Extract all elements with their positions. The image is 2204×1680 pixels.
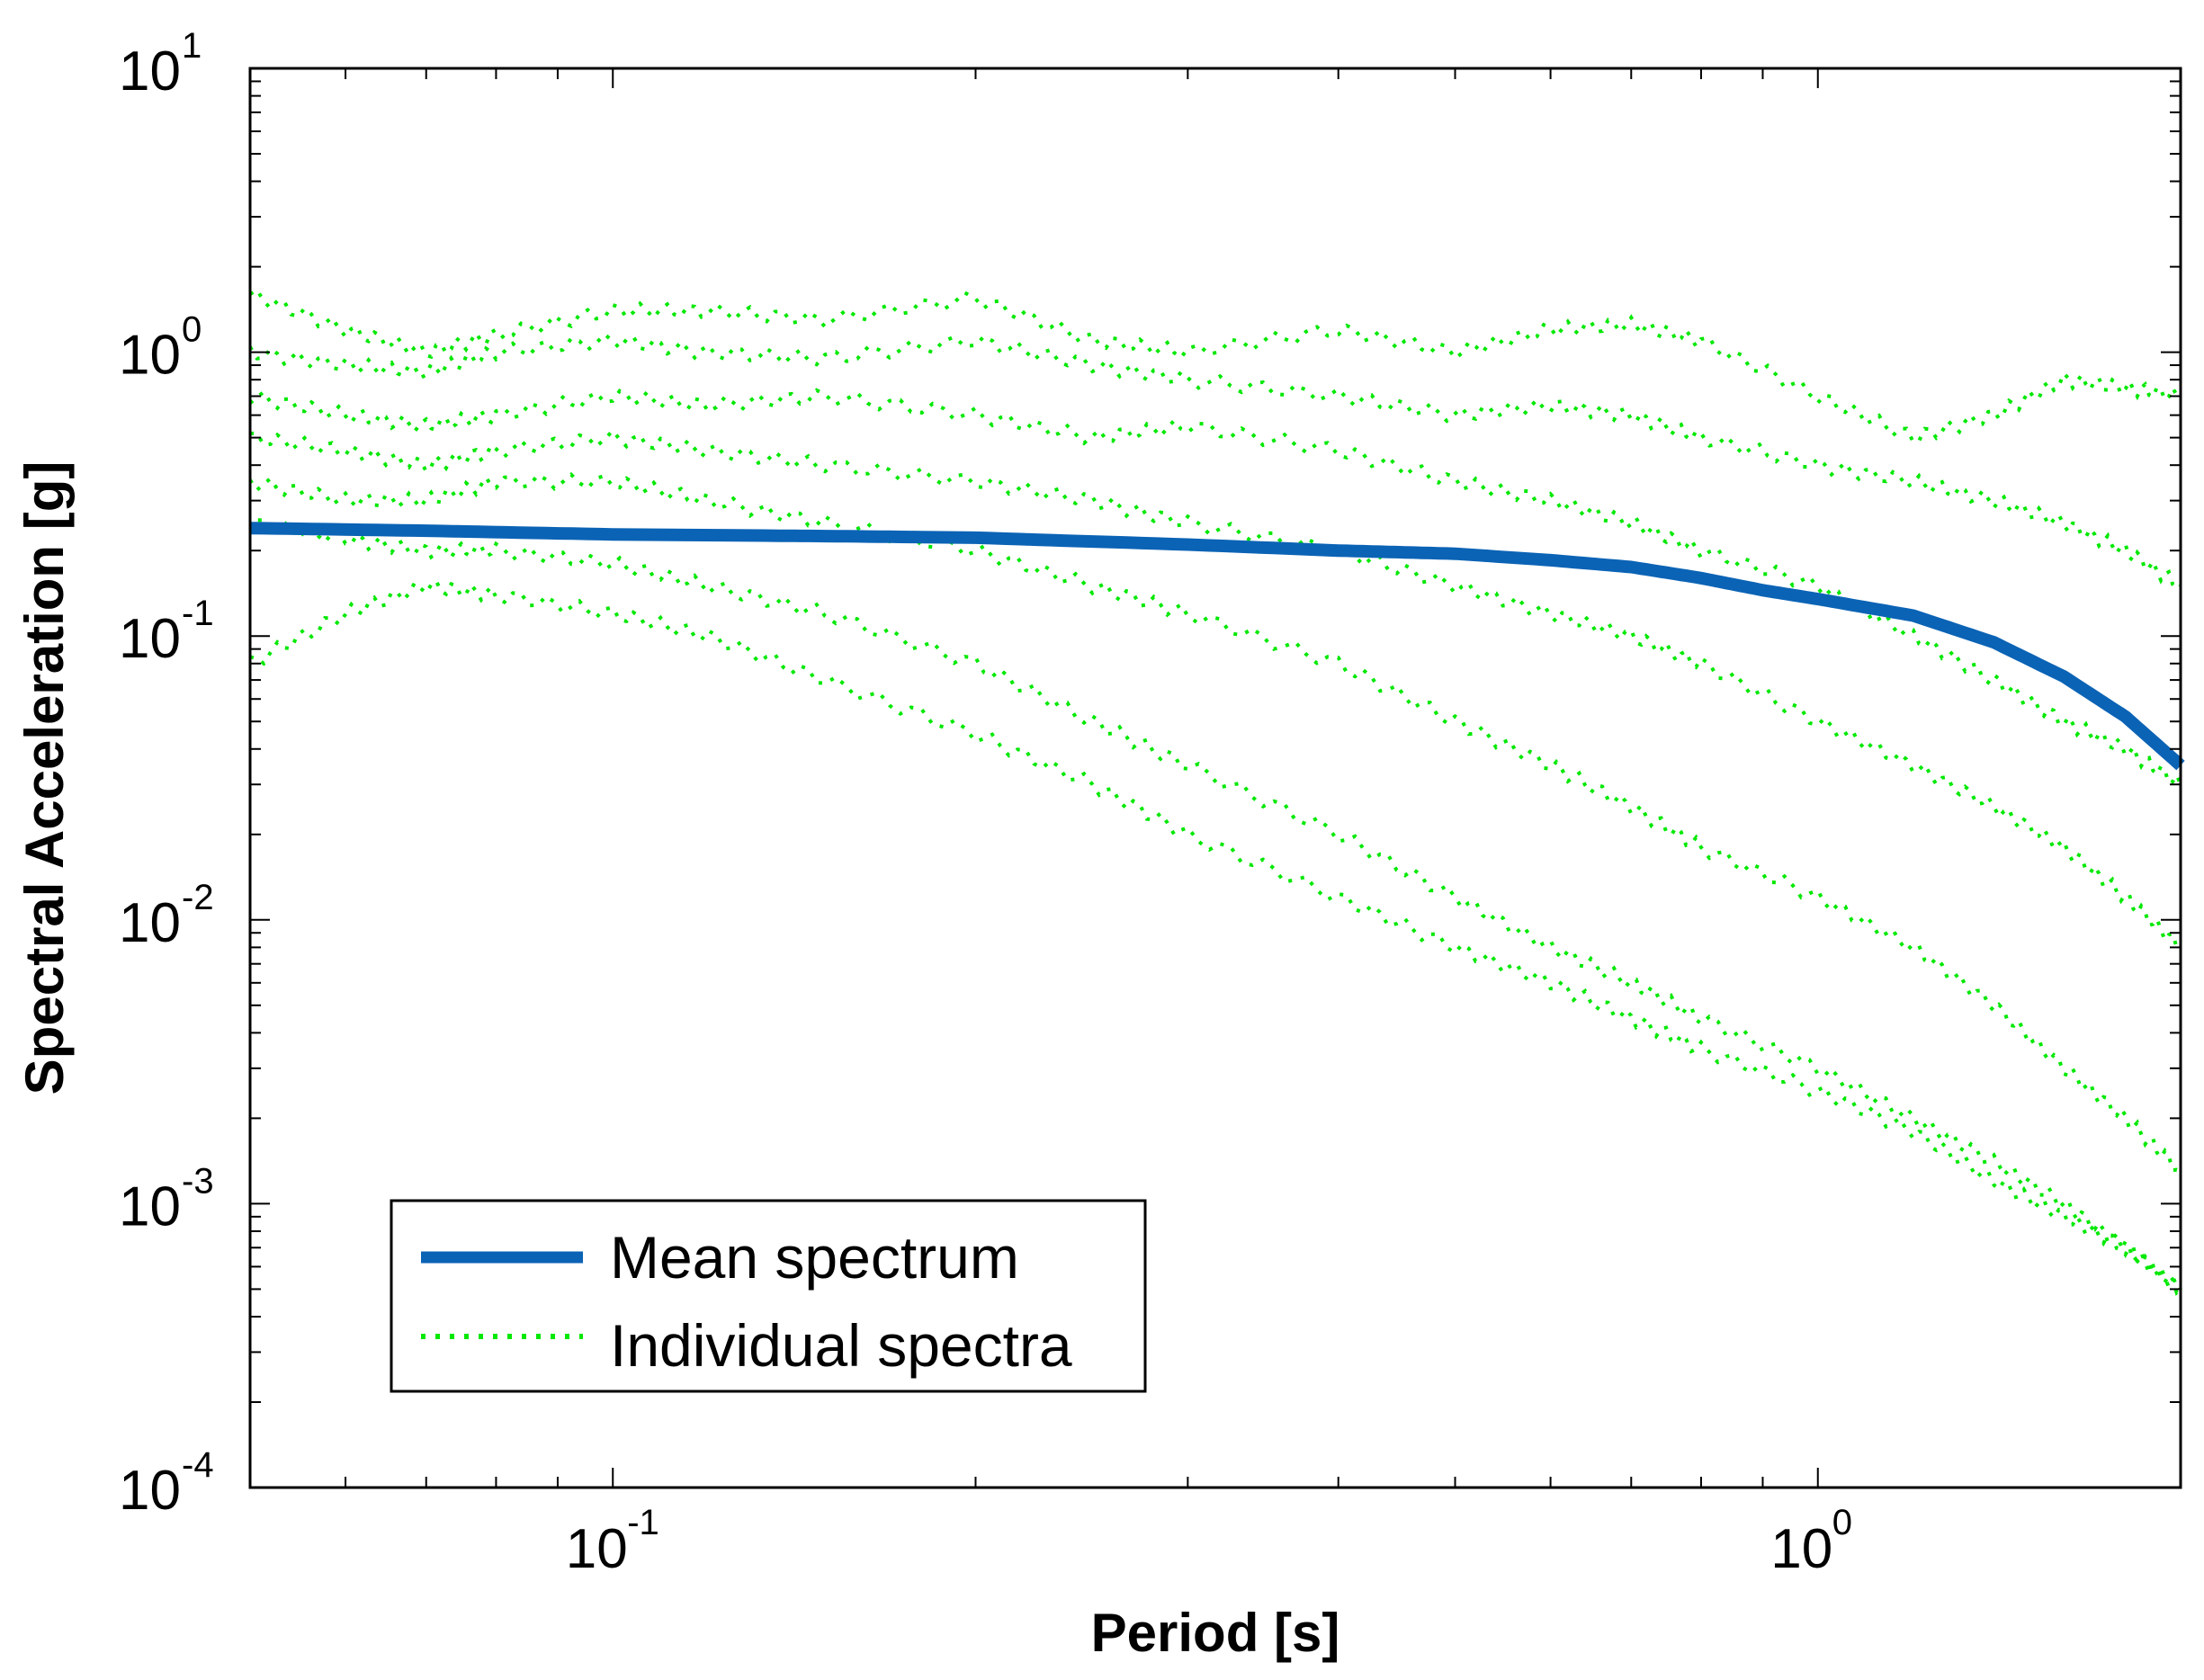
legend-box <box>390 1199 1147 1393</box>
x-tick-label-exponent: -1 <box>627 1503 659 1542</box>
y-tick-label-exponent: 1 <box>182 26 202 66</box>
y-tick-label-exponent: -3 <box>182 1161 214 1201</box>
y-tick-label: 10 <box>119 325 181 387</box>
series-layer <box>248 287 2185 1296</box>
y-tick-label: 10 <box>119 40 181 103</box>
y-tick-label: 10 <box>119 608 181 670</box>
x-tick-label: 10 <box>566 1518 628 1580</box>
individual-spectrum-line <box>248 287 2182 444</box>
legend-mean-spectrum-label: Mean spectrum <box>610 1224 1019 1291</box>
y-tick-label: 10 <box>119 1460 181 1522</box>
x-axis-label: Period [s] <box>1091 1603 1340 1663</box>
x-tick-labels: 10 -1 10 0 <box>566 1503 1852 1580</box>
y-tick-label: 10 <box>119 892 181 954</box>
y-axis-label: Spectral Acceleration [g] <box>14 461 75 1095</box>
individual-spectrum-line <box>248 471 2182 1174</box>
legend: Mean spectrum Individual spectra <box>390 1199 1147 1393</box>
x-tick-label-exponent: 0 <box>1832 1503 1852 1542</box>
y-tick-label-exponent: -1 <box>182 594 214 633</box>
legend-individual-spectra-label: Individual spectra <box>610 1312 1072 1379</box>
y-tick-label-exponent: -4 <box>182 1445 214 1485</box>
individual-spectrum-line <box>248 388 2182 786</box>
mean-spectrum-line <box>249 522 2185 771</box>
individual-spectrum-line <box>249 427 2181 950</box>
axis-ticks <box>249 67 2182 1488</box>
plot-frame <box>248 67 2182 1489</box>
y-tick-label: 10 <box>119 1175 181 1238</box>
y-tick-label-exponent: 0 <box>182 310 202 350</box>
x-tick-label: 10 <box>1770 1518 1832 1580</box>
individual-spectrum-line <box>249 577 2182 1296</box>
y-tick-label-exponent: -2 <box>182 878 214 917</box>
